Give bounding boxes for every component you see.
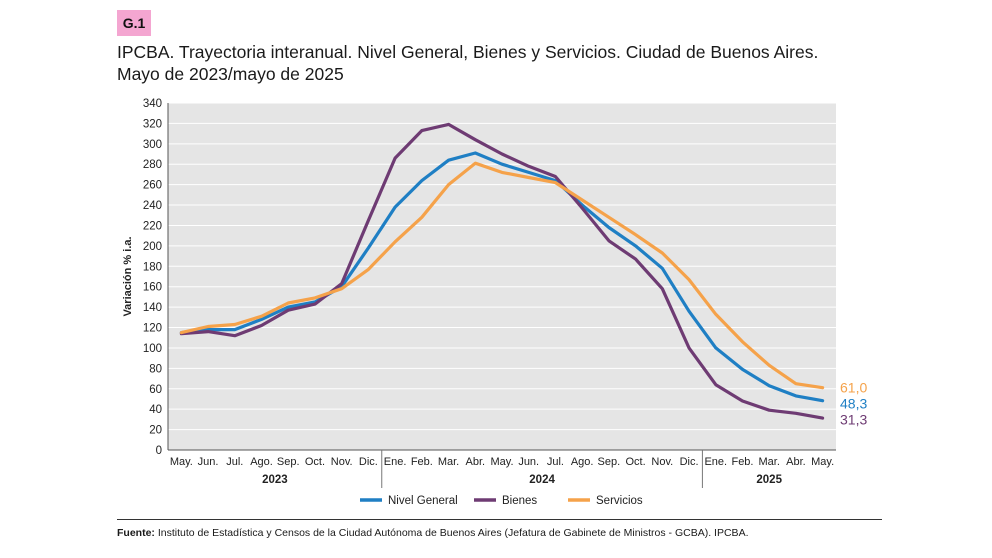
x-tick-label: Nov.: [651, 456, 673, 468]
y-tick-label: 0: [156, 445, 162, 457]
x-tick-label: Abr.: [465, 456, 485, 468]
y-tick-label: 20: [149, 425, 162, 437]
x-tick-label: Dic.: [680, 456, 699, 468]
x-tick-label: Jul.: [547, 456, 564, 468]
x-tick-label: Nov.: [331, 456, 353, 468]
y-tick-label: 120: [143, 323, 162, 335]
y-tick-label: 60: [149, 384, 162, 396]
source-divider: [117, 519, 882, 520]
x-tick-label: May.: [170, 456, 193, 468]
x-tick-label: Dic.: [359, 456, 378, 468]
chart-number-badge: G.1: [117, 10, 151, 36]
y-tick-label: 280: [143, 159, 162, 171]
series-line-bienes: [179, 122, 825, 420]
x-tick-label: Jun.: [518, 456, 539, 468]
x-tick-label: Ago.: [250, 456, 273, 468]
x-tick-label: Mar.: [438, 456, 459, 468]
chart-title-line2: Mayo de 2023/mayo de 2025: [117, 64, 344, 84]
y-tick-label: 260: [143, 180, 162, 192]
chart-title-line1: IPCBA. Trayectoria interanual. Nivel Gen…: [117, 42, 819, 62]
y-tick-label: 220: [143, 220, 162, 232]
end-value-label: 48,3: [840, 396, 867, 412]
y-tick-label: 140: [143, 302, 162, 314]
end-value-label: 61,0: [840, 380, 867, 396]
series-line-nivel-general: [179, 151, 825, 403]
plot-area: [168, 103, 836, 450]
x-tick-label: Feb.: [411, 456, 433, 468]
y-tick-label: 160: [143, 282, 162, 294]
x-tick-label: May.: [811, 456, 834, 468]
y-tick-label: 100: [143, 343, 162, 355]
source-note: Fuente: Instituto de Estadística y Censo…: [117, 527, 748, 539]
source-text: Instituto de Estadística y Censos de la …: [157, 527, 749, 539]
x-tick-label: Sep.: [598, 456, 621, 468]
x-tick-label: Jun.: [198, 456, 219, 468]
y-tick-label: 300: [143, 139, 162, 151]
y-tick-label: 320: [143, 118, 162, 130]
line-chart: 0 20 40 60 80 100 120 140 160 180 200 220 240 260 280 3…: [122, 98, 867, 507]
chart-title: IPCBA. Trayectoria interanual. Nivel Gen…: [117, 41, 897, 85]
y-tick-label: 340: [143, 98, 162, 110]
x-tick-label: Jul.: [226, 456, 243, 468]
y-tick-label: 180: [143, 261, 162, 273]
y-axis-title: Variación % i.a.: [122, 236, 134, 316]
legend-label: Servicios: [596, 495, 643, 507]
y-tick-label: 80: [149, 363, 162, 375]
y-tick-label: 40: [149, 404, 162, 416]
x-tick-label: Sep.: [277, 456, 300, 468]
legend-label: Bienes: [502, 495, 537, 507]
x-tick-label: Mar.: [758, 456, 779, 468]
x-tick-label: Feb.: [731, 456, 753, 468]
y-tick-label: 240: [143, 200, 162, 212]
year-label: 2025: [756, 474, 782, 486]
x-tick-label: Ene.: [704, 456, 727, 468]
x-tick-label: Oct.: [305, 456, 325, 468]
y-tick-label: 200: [143, 241, 162, 253]
x-tick-label: Ene.: [384, 456, 407, 468]
legend-label: Nivel General: [388, 495, 458, 507]
source-label: Fuente:: [117, 527, 155, 539]
x-tick-label: Oct.: [626, 456, 646, 468]
year-label: 2023: [262, 474, 288, 486]
series-line-servicios: [179, 161, 825, 390]
x-tick-label: Ago.: [571, 456, 594, 468]
x-tick-label: May.: [490, 456, 513, 468]
x-tick-label: Abr.: [786, 456, 806, 468]
end-value-label: 31,3: [840, 412, 867, 428]
year-label: 2024: [529, 474, 555, 486]
